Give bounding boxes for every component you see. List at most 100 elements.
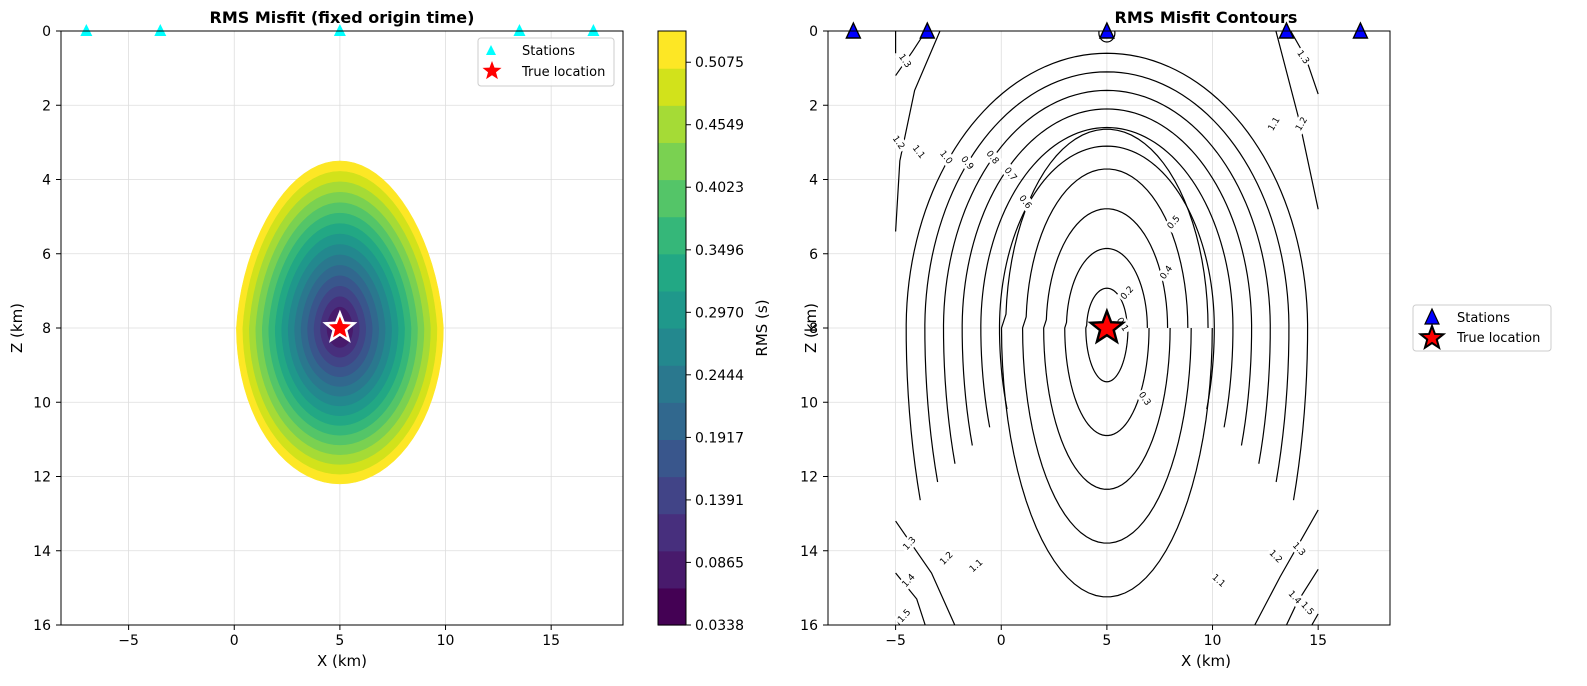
station-marker [513,24,526,36]
contour-label-bg [936,146,957,169]
contour-label-bg [888,131,909,154]
colorbar-tick-label: 0.0865 [695,555,744,571]
contour-y-ticks: 0 2 4 6 8 10 12 14 16 [800,24,828,634]
contour-label-bg [1163,211,1184,233]
contour-x-label: X (km) [1181,652,1231,670]
colorbar-band [658,68,686,106]
contour-x-tick-label: −5 [885,633,906,649]
contour-label-bg [1293,46,1314,68]
contour-title: RMS Misfit Contours [1115,8,1298,27]
contour-label-bg [1291,113,1311,135]
legend-stations-label: Stations [1457,311,1510,326]
heatmap-x-tick-label: −5 [118,633,139,649]
legend-true-location-label: True location [521,65,605,80]
heatmap-y-tick-label: 8 [42,321,51,337]
heatmap-y-label: Z (km) [8,303,26,353]
colorbar-band [658,587,686,626]
colorbar-tick-label: 0.0338 [695,618,744,634]
contour-label-bg [1264,113,1284,135]
contour-label-bg [1284,586,1306,608]
colorbar-band [658,290,686,329]
colorbar-tick-label: 0.4549 [695,118,744,134]
contour-label-bg [897,569,919,592]
legend-star [482,61,502,80]
colorbar-tick-label: 0.2970 [695,305,744,321]
contour-y-label: Z (km) [802,303,820,353]
contour-x-tick-label: 5 [1102,633,1111,649]
heatmap-y-tick-label: 10 [33,395,51,411]
heatmap-title: RMS Misfit (fixed origin time) [210,8,475,27]
heatmap-x-label: X (km) [317,652,367,670]
colorbar-tick-label: 0.5075 [695,55,744,71]
contour-label-bg [982,146,1004,169]
contour-labels: 0.10.20.30.40.50.60.70.80.91.01.11.21.31… [888,46,1319,627]
contour-label-bg [1000,163,1022,185]
contour-legend: Stations True location [1412,304,1552,352]
heatmap-x-tick-label: 10 [437,633,455,649]
contour-y-tick-label: 14 [800,544,818,560]
contour-line [1254,509,1319,625]
colorbar: 0.0338 0.0865 0.1391 0.1917 0.2444 0.2970 0.34… [657,30,771,634]
contour-label-bg [898,532,920,555]
legend-stations-label: Stations [522,44,575,59]
contour-y-tick-label: 2 [809,98,818,114]
colorbar-band [658,216,686,255]
colorbar-band [658,402,686,440]
colorbar-band [658,550,686,589]
true-location-star [322,309,358,343]
contour-panel: 0.10.20.30.40.50.60.70.80.91.01.11.21.31… [800,8,1552,670]
contour-label-bg [1134,387,1155,410]
contour-legend-box [1412,304,1552,352]
contour-line [1311,613,1319,625]
heatmap-y-tick-label: 12 [33,470,51,486]
colorbar-tick-label: 0.1391 [695,493,744,509]
contour-y-tick-label: 10 [800,395,818,411]
legend-star-marker [1417,323,1447,351]
heatmap-x-tick-label: 15 [542,633,560,649]
contour-line [980,126,1234,428]
heatmap-y-tick-label: 16 [33,618,51,634]
contour-line [1098,31,1116,43]
colorbar-band [658,328,686,366]
heatmap-x-ticks: −5 0 5 10 15 [118,625,560,649]
contour-label-bg [1288,538,1310,560]
heatmap-true-location [322,309,358,343]
contour-label-bg [1155,261,1177,284]
heatmap-x-tick-label: 5 [335,633,344,649]
contour-line [905,52,1309,501]
true-location-star [1087,307,1127,345]
colorbar-band [658,365,686,403]
contour-label-bg [935,547,957,569]
contour-x-ticks: −5 0 5 10 15 [885,625,1327,649]
heatmap-legend: Stations True location [477,37,615,87]
contour-label-bg [1116,282,1138,304]
contour-label-bg [965,555,987,577]
colorbar-band [658,142,686,181]
contour-line [961,108,1253,446]
contour-x-tick-label: 10 [1204,633,1222,649]
heatmap-panel: −5 0 5 10 15 0 2 4 6 8 10 12 14 16 RMS Misfit (fixed… [8,8,624,670]
heatmap-stations [80,24,600,36]
station-marker [333,24,346,36]
contour-y-tick-label: 12 [800,470,818,486]
legend-true-location-label: True location [1456,331,1540,346]
contour-label-bg [1015,190,1036,213]
heatmap-legend-box [477,37,615,87]
contour-label-bg [1208,569,1230,591]
colorbar-band [658,105,686,143]
colorbar-tick-label: 0.2444 [695,368,744,384]
contour-label-bg [1265,545,1287,567]
contour-label-bg [895,49,916,72]
contour-label-bg [893,605,915,627]
colorbar-band [658,513,686,552]
contour-line [924,71,1290,483]
heatmap-y-tick-label: 2 [42,98,51,114]
colorbar-band [658,476,686,515]
colorbar-band [658,439,686,478]
contour-y-tick-label: 4 [809,173,818,189]
station-marker [154,24,167,36]
legend-star [1417,323,1447,351]
contour-x-tick-label: 15 [1309,633,1327,649]
contour-line [895,31,941,232]
